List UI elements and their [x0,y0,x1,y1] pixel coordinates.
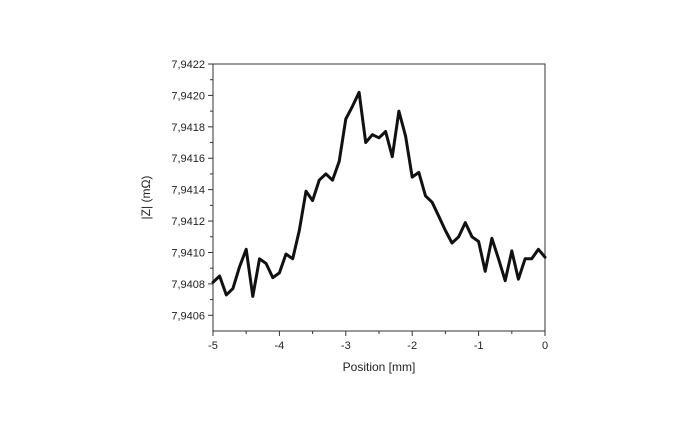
x-tick-label: -4 [275,340,285,352]
y-tick-label: 7,9412 [171,216,205,228]
x-tick-label: -5 [208,340,218,352]
plot-frame [212,63,546,332]
x-tick-label: -3 [341,340,351,352]
plot-area [211,63,547,332]
x-tick-label: 0 [542,340,548,352]
y-tick-label: 7,9416 [171,153,205,165]
y-tick-label: 7,9420 [171,90,205,102]
y-tick-label: 7,9422 [171,59,205,71]
x-tick-label: -2 [407,340,417,352]
x-tick-label: -1 [474,340,484,352]
y-tick-label: 7,9408 [171,279,205,291]
y-tick-label: 7,9410 [171,247,205,259]
series-line [211,90,547,298]
axis-ticks: -5 -4 -3 -2 -1 0 7,9406 7,9408 7,9410 7,9412 7,941… [171,59,548,352]
y-tick-label: 7,9418 [171,122,205,134]
y-tick-label: 7,9414 [171,185,205,197]
y-axis-title: |Z| (mΩ) [139,176,153,220]
y-tick-label: 7,9406 [171,310,205,322]
x-axis-title: Position [mm] [343,360,416,374]
